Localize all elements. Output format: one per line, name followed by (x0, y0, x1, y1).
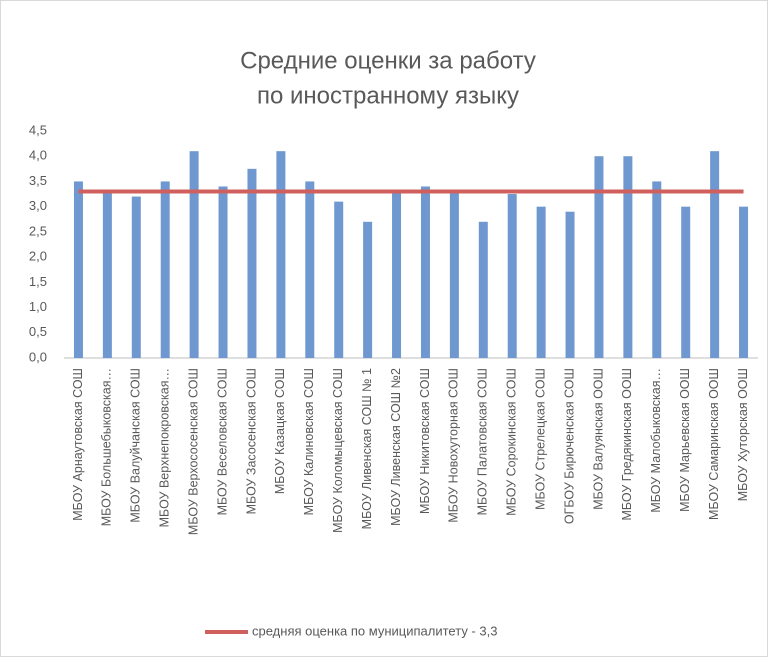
bar (189, 151, 199, 358)
x-tick-label: МБОУ Ливенская СОШ №2 (389, 368, 403, 526)
x-tick-label: МБОУ Большебыковская… (100, 368, 114, 526)
x-tick-label: МБОУ Коломыцевская СОШ (331, 368, 345, 533)
x-tick-label: МБОУ Веселовская СОШ (215, 368, 229, 515)
bar (507, 194, 517, 358)
bar (305, 181, 315, 358)
x-tick-label: МБОУ Новохуторная СОШ (447, 368, 461, 523)
x-tick-label: МБОУ Валуянская ООШ (591, 368, 605, 510)
legend-label: средняя оценка по муниципалитету - 3,3 (252, 623, 497, 638)
x-tick-label: ОГБОУ Бирюченская СОШ (562, 368, 576, 524)
bar (739, 206, 749, 358)
y-tick-label: 4,0 (29, 148, 47, 163)
bar (218, 186, 228, 358)
y-tick-label: 1,5 (29, 274, 47, 289)
x-tick-label: МБОУ Ливенская СОШ № 1 (360, 368, 374, 529)
chart-title: Средние оценки за работу (240, 47, 536, 74)
bar (681, 206, 691, 358)
x-tick-label: МБОУ Сорокинская СОШ (505, 368, 519, 516)
y-tick-label: 3,0 (29, 198, 47, 213)
x-tick-label: МБОУ Засосенская СОШ (244, 368, 258, 514)
x-tick-label: МБОУ Гредякинская ООШ (620, 368, 634, 521)
x-tick-label: МБОУ Марьевская ООШ (678, 368, 692, 512)
y-tick-label: 0,5 (29, 324, 47, 339)
bar (247, 168, 257, 358)
x-tick-label: МБОУ Самаринская ООШ (707, 368, 721, 520)
bar (594, 156, 604, 358)
x-tick-label: МБОУ Никитовская СОШ (418, 368, 432, 514)
bar (276, 151, 286, 358)
y-tick-label: 2,0 (29, 249, 47, 264)
bar (536, 206, 546, 358)
bar (102, 191, 112, 358)
y-tick-label: 4,5 (29, 122, 47, 137)
bar (710, 151, 720, 358)
y-tick-label: 3,5 (29, 173, 47, 188)
bar (478, 221, 488, 358)
bar (420, 186, 430, 358)
bar (652, 181, 662, 358)
x-tick-label: МБОУ Казацкая СОШ (273, 368, 287, 494)
bar (160, 181, 170, 358)
x-tick-label: МБОУ Малобыковская… (649, 368, 663, 513)
x-tick-label: МБОУ Арнаутовская СОШ (71, 368, 85, 521)
chart-title: по иностранному языку (257, 82, 519, 109)
bar (623, 156, 633, 358)
y-tick-label: 2,5 (29, 223, 47, 238)
x-tick-label: МБОУ Верхососенская СОШ (186, 368, 200, 535)
bar (565, 211, 575, 358)
bar (449, 191, 459, 358)
bar (131, 196, 141, 358)
bar (363, 221, 373, 358)
x-tick-label: МБОУ Палатовская СОШ (476, 368, 490, 515)
x-tick-label: МБОУ Валуйчанская СОШ (129, 368, 143, 523)
x-tick-label: МБОУ Верхнепокровская… (158, 368, 172, 527)
y-tick-label: 1,0 (29, 299, 47, 314)
y-tick-label: 0,0 (29, 349, 47, 364)
x-tick-label: МБОУ Хуторская ООШ (736, 368, 750, 501)
bar (334, 201, 344, 358)
bar (73, 181, 83, 358)
bar (392, 191, 402, 358)
x-tick-label: МБОУ Стрелецкая СОШ (533, 368, 547, 510)
x-tick-label: МБОУ Калиновская СОШ (302, 368, 316, 515)
